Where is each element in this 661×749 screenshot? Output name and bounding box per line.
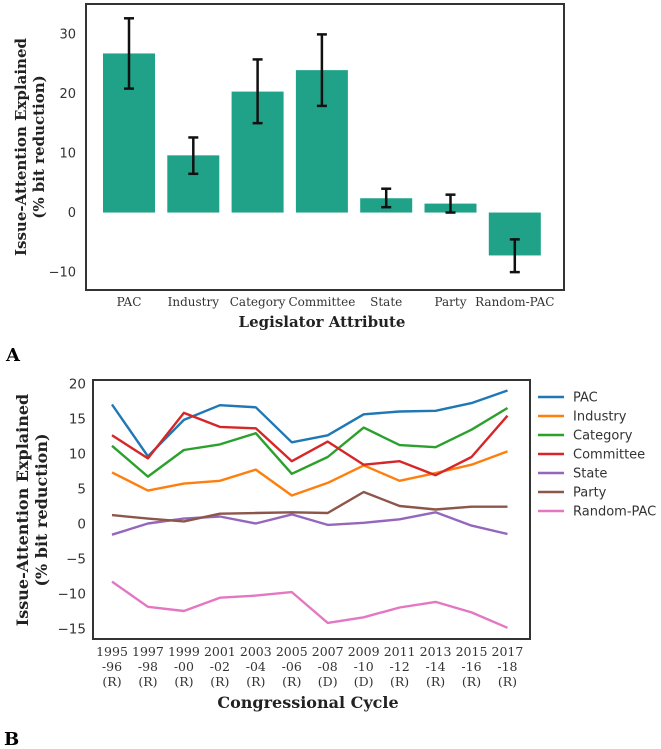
- legend-label-state: State: [573, 467, 607, 482]
- x-tick-party: (R): [390, 674, 409, 689]
- x-tick-party: (R): [282, 674, 301, 689]
- x-tick-party: (D): [318, 674, 338, 689]
- x-tick-range: -98: [138, 659, 158, 674]
- x-tick-party: (R): [102, 674, 121, 689]
- y-tick-label: 0: [77, 517, 86, 533]
- legend-label-random-pac: Random-PAC: [573, 505, 656, 520]
- x-tick-year: 1997: [132, 644, 164, 659]
- x-tick-year: 2011: [384, 644, 416, 659]
- legend-label-pac: PAC: [573, 391, 598, 406]
- series-line-state: [111, 511, 508, 536]
- x-tick-year: 2009: [348, 644, 380, 659]
- panel-a-y-axis-label-line2: (% bit reduction): [30, 75, 48, 219]
- x-tick-label-committee: Committee: [288, 295, 355, 309]
- x-tick-range: -16: [461, 659, 481, 674]
- y-tick-label: −10: [58, 587, 87, 603]
- x-tick-range: -08: [318, 659, 338, 674]
- x-tick-party: (R): [462, 674, 481, 689]
- panel-a-y-axis-label-line1: Issue-Attention Explained: [12, 38, 30, 256]
- x-tick-year: 2005: [276, 644, 308, 659]
- x-tick-range: -18: [497, 659, 517, 674]
- y-tick-label: −5: [66, 552, 86, 568]
- series-line-party: [111, 490, 508, 523]
- panel-a-label: A: [5, 345, 21, 366]
- x-tick-party: (R): [426, 674, 445, 689]
- series-line-category: [111, 406, 509, 478]
- x-tick-label-state: State: [370, 295, 402, 309]
- x-tick-year: 1995: [96, 644, 128, 659]
- y-tick-label: 20: [69, 377, 86, 393]
- x-tick-party: (R): [246, 674, 265, 689]
- panel-a-x-axis-label: Legislator Attribute: [239, 313, 406, 331]
- y-tick-label: 20: [59, 87, 76, 102]
- x-tick-label-random-pac: Random-PAC: [475, 295, 554, 309]
- panel-b-y-axis-label-line1: Issue-Attention Explained: [13, 394, 32, 626]
- x-tick-party: (D): [354, 674, 374, 689]
- x-tick-year: 2007: [312, 644, 344, 659]
- x-tick-party: (R): [174, 674, 193, 689]
- legend-label-party: Party: [573, 486, 607, 501]
- panel-b-x-axis-label: Congressional Cycle: [217, 693, 398, 712]
- x-tick-year: 2001: [204, 644, 236, 659]
- y-tick-label: 30: [59, 27, 76, 42]
- x-tick-range: -06: [282, 659, 302, 674]
- y-tick-label: −15: [58, 622, 87, 638]
- x-tick-range: -02: [210, 659, 230, 674]
- y-tick-label: −10: [49, 266, 76, 281]
- y-tick-label: 5: [77, 482, 86, 498]
- x-tick-range: -96: [102, 659, 122, 674]
- y-tick-label: 10: [69, 447, 86, 463]
- series-line-committee: [111, 411, 509, 477]
- x-tick-year: 2015: [456, 644, 488, 659]
- x-tick-range: -12: [390, 659, 410, 674]
- x-tick-range: -00: [174, 659, 194, 674]
- panel-b-plot-frame: [92, 379, 531, 640]
- series-line-random-pac: [111, 580, 508, 629]
- x-tick-label-industry: Industry: [168, 295, 220, 309]
- x-tick-year: 2017: [492, 644, 524, 659]
- x-tick-year: 2003: [240, 644, 272, 659]
- x-tick-range: -14: [425, 659, 445, 674]
- legend-label-committee: Committee: [573, 448, 645, 463]
- y-tick-label: 15: [69, 412, 86, 428]
- x-tick-range: -10: [354, 659, 374, 674]
- x-tick-label-category: Category: [230, 295, 286, 309]
- x-tick-year: 2013: [420, 644, 452, 659]
- panel-b-y-axis-label-line2: (% bit reduction): [32, 433, 51, 586]
- x-tick-range: -04: [246, 659, 266, 674]
- x-tick-label-pac: PAC: [117, 295, 142, 309]
- panel-b-label: B: [4, 729, 19, 749]
- legend-label-industry: Industry: [573, 410, 627, 425]
- legend-label-category: Category: [573, 429, 633, 444]
- x-tick-party: (R): [498, 674, 517, 689]
- x-tick-label-party: Party: [434, 295, 466, 309]
- y-tick-label: 0: [68, 206, 76, 221]
- y-tick-label: 10: [59, 146, 76, 161]
- x-tick-party: (R): [210, 674, 229, 689]
- x-tick-party: (R): [138, 674, 157, 689]
- series-line-pac: [111, 389, 508, 458]
- x-tick-year: 1999: [168, 644, 200, 659]
- panel-a-bar-chart: −10 0 10 20 30 PAC Industry Category Committee S…: [12, 3, 565, 331]
